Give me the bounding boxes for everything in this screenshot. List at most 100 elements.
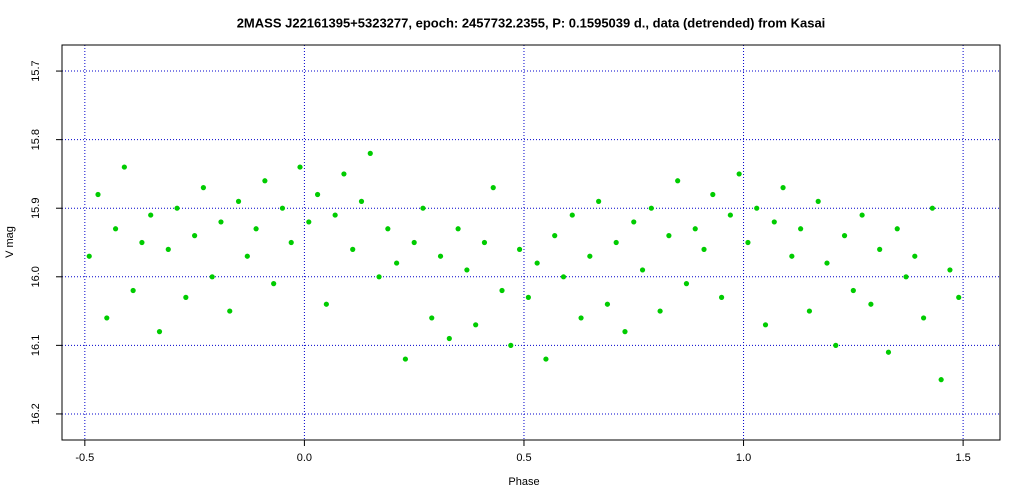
data-point — [956, 294, 962, 300]
x-tick-label: 0.5 — [516, 452, 531, 464]
data-point — [156, 329, 163, 335]
data-point — [657, 308, 663, 314]
data-point — [868, 301, 874, 307]
x-tick-label: 0.0 — [297, 452, 312, 464]
data-point — [490, 185, 496, 191]
data-point — [174, 205, 180, 211]
data-point — [692, 226, 698, 232]
data-point — [86, 253, 92, 259]
data-point — [622, 329, 628, 335]
data-point — [297, 164, 303, 170]
data-point — [341, 171, 347, 177]
x-tick-label: 1.0 — [736, 452, 751, 464]
data-point — [394, 260, 400, 266]
data-point — [841, 233, 848, 239]
y-tick-label: 15.7 — [30, 60, 42, 81]
data-point — [631, 219, 637, 225]
data-point — [218, 219, 224, 225]
x-tick-label: -0.5 — [75, 452, 94, 464]
data-point — [675, 178, 681, 184]
data-point — [104, 315, 110, 321]
data-point — [596, 198, 602, 204]
data-point — [789, 253, 795, 259]
data-point — [306, 219, 312, 225]
data-point — [253, 226, 259, 232]
x-axis-label: Phase — [508, 476, 539, 488]
data-point — [718, 294, 725, 300]
data-point — [894, 226, 900, 232]
data-point — [262, 178, 268, 184]
data-point — [727, 212, 733, 218]
data-point — [947, 267, 953, 273]
data-point — [885, 349, 892, 355]
data-point — [683, 281, 690, 287]
data-point — [701, 246, 707, 252]
data-point — [666, 233, 672, 239]
data-point — [464, 267, 470, 273]
y-tick-label: 16.0 — [30, 266, 42, 287]
data-point — [824, 260, 830, 266]
y-axis-label: V mag — [4, 226, 16, 258]
data-point — [209, 274, 215, 280]
data-point — [648, 205, 654, 211]
data-point — [376, 274, 382, 280]
data-point — [481, 239, 488, 246]
data-point — [912, 253, 918, 259]
data-point — [543, 356, 549, 362]
data-point — [183, 294, 189, 300]
data-point — [121, 164, 127, 170]
data-point — [446, 335, 452, 342]
data-point — [745, 239, 751, 246]
y-tick-label: 15.8 — [30, 129, 42, 150]
data-point — [411, 239, 417, 246]
data-point — [332, 212, 338, 218]
data-point — [578, 315, 584, 321]
data-point — [859, 212, 865, 218]
data-point — [850, 287, 856, 294]
data-point — [833, 342, 839, 348]
y-tick-label: 16.1 — [30, 335, 42, 356]
data-point — [560, 274, 567, 280]
data-point — [367, 150, 373, 156]
data-point — [130, 287, 136, 294]
plot-frame — [61, 44, 1001, 441]
data-point — [200, 185, 207, 191]
data-point — [112, 226, 119, 232]
data-point — [227, 308, 233, 314]
data-point — [877, 246, 883, 252]
data-point — [806, 308, 813, 314]
y-tick-label: 15.9 — [30, 198, 42, 219]
data-point — [437, 253, 444, 259]
data-point — [139, 239, 145, 246]
data-point — [350, 246, 356, 252]
data-point — [587, 253, 593, 259]
data-point — [429, 315, 435, 321]
y-tick-label: 16.2 — [30, 403, 42, 424]
data-point — [569, 212, 575, 218]
data-point — [473, 322, 479, 328]
data-point — [929, 205, 935, 211]
data-point — [402, 356, 409, 362]
data-point — [314, 191, 321, 198]
data-point — [455, 226, 461, 232]
data-point — [165, 246, 171, 252]
data-point — [235, 198, 242, 204]
data-point — [613, 239, 619, 246]
data-point — [639, 267, 646, 273]
data-point — [192, 233, 198, 239]
data-point — [815, 198, 821, 204]
data-point — [420, 205, 426, 211]
data-point — [798, 226, 804, 232]
data-point — [148, 212, 154, 218]
data-point — [780, 185, 786, 191]
data-point — [279, 205, 286, 211]
data-point — [754, 205, 760, 211]
data-point — [762, 322, 769, 328]
data-point — [771, 219, 777, 225]
data-point — [508, 342, 514, 348]
data-point — [385, 226, 391, 232]
data-point — [938, 377, 944, 383]
data-point — [288, 239, 294, 246]
data-point — [323, 301, 329, 307]
